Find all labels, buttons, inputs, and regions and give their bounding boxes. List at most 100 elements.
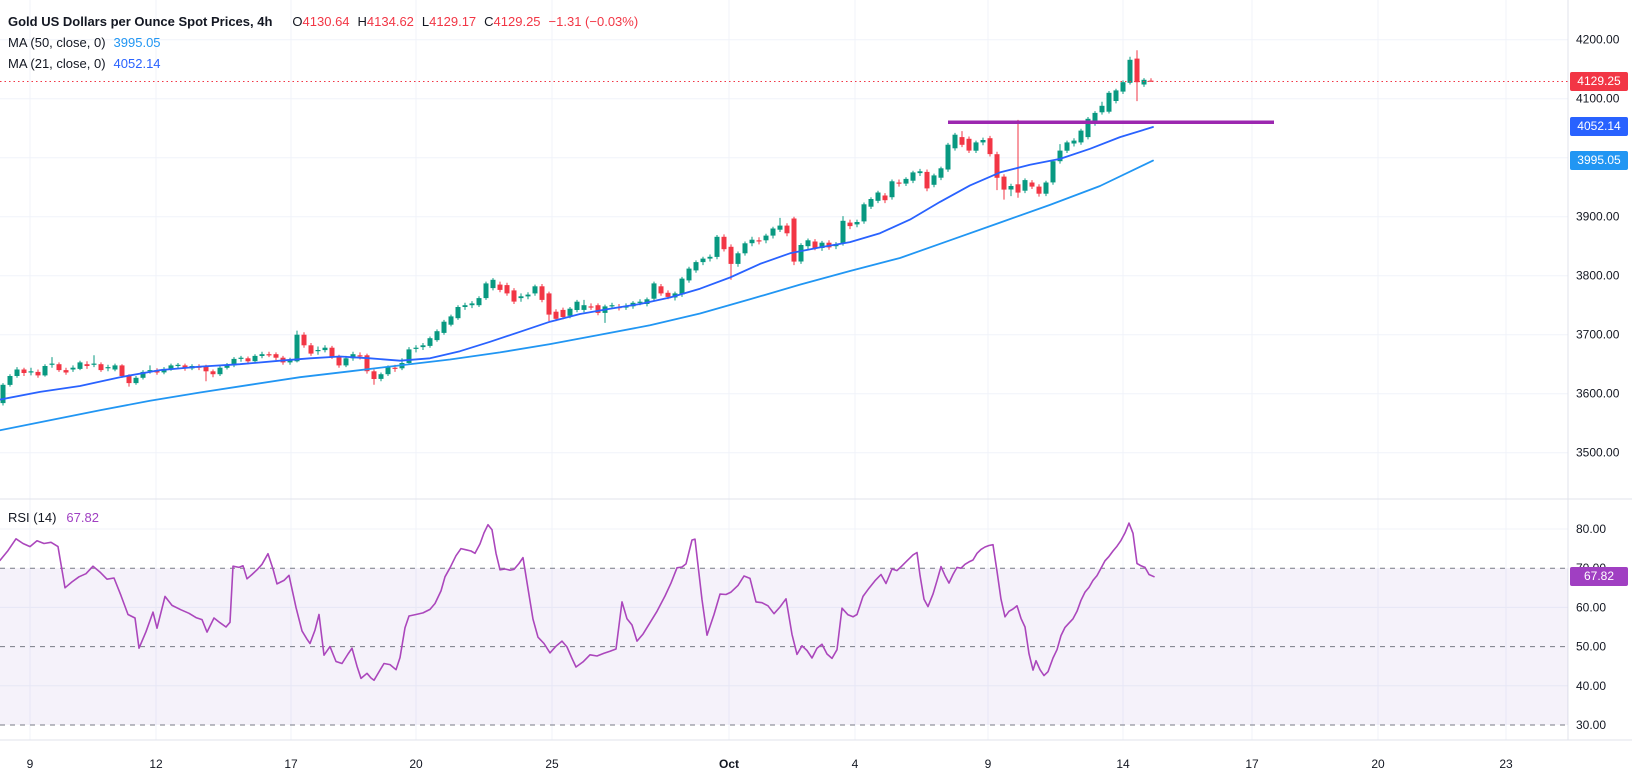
candle-body (483, 283, 489, 299)
candle-body (0, 384, 6, 404)
candle-body (315, 350, 321, 352)
candle-body (798, 245, 804, 262)
candle-body (903, 178, 909, 184)
candle-body (910, 172, 916, 181)
price-axis-label: 4100.00 (1576, 92, 1620, 106)
candle-body (336, 356, 342, 366)
candle-body (1141, 79, 1147, 85)
candle-body (917, 171, 923, 174)
ma50-price-badge: 3995.05 (1570, 151, 1628, 171)
candle-body (259, 354, 265, 356)
candle-body (308, 345, 314, 354)
candle-body (1050, 161, 1056, 183)
candle-body (1022, 180, 1028, 191)
candle-body (273, 354, 279, 358)
rsi-axis-label: 50.00 (1576, 640, 1606, 654)
candle-body (854, 222, 860, 225)
candle-body (686, 268, 692, 281)
candle-body (371, 371, 377, 379)
candle-body (329, 347, 335, 357)
candle-body (35, 371, 41, 376)
candle-body (889, 181, 895, 198)
candle-body (987, 138, 993, 155)
candle-body (588, 306, 594, 308)
candle-body (105, 367, 111, 369)
time-axis-label: 9 (27, 757, 34, 771)
candle-body (7, 376, 13, 385)
candle-body (462, 305, 468, 307)
candle-body (392, 367, 398, 369)
candle-body (1092, 112, 1098, 124)
candle-body (217, 367, 223, 375)
candle-body (770, 228, 776, 236)
candle-body (455, 307, 461, 319)
candle-body (49, 363, 55, 365)
candle-body (469, 303, 475, 306)
candle-body (973, 142, 979, 151)
candle-body (1043, 182, 1049, 194)
candle-body (497, 284, 503, 290)
candle-body (84, 364, 90, 366)
time-axis-label: 20 (409, 757, 423, 771)
candle-body (784, 225, 790, 234)
candle-body (224, 365, 230, 368)
candle-body (182, 365, 188, 369)
rsi-axis-label: 40.00 (1576, 679, 1606, 693)
candle-body (231, 358, 237, 366)
candle-body (707, 256, 713, 259)
candle-body (966, 138, 972, 151)
price-axis-label: 3500.00 (1576, 446, 1620, 460)
candle-body (1036, 186, 1042, 194)
candle-body (168, 365, 174, 369)
candle-body (840, 220, 846, 244)
time-axis-label: 4 (852, 757, 859, 771)
candle-body (252, 355, 258, 362)
candle-body (28, 371, 34, 373)
candle-body (1071, 140, 1077, 144)
candle-body (1008, 186, 1014, 190)
price-axis-label: 3600.00 (1576, 387, 1620, 401)
candle-body (560, 309, 566, 317)
price-axis-label: 3700.00 (1576, 328, 1620, 342)
ma21-price-badge: 4052.14 (1570, 117, 1628, 137)
candle-body (441, 321, 447, 333)
candle-body (1120, 82, 1126, 92)
candles (0, 50, 1154, 406)
candle-body (882, 195, 888, 201)
candle-body (364, 355, 370, 372)
candle-body (504, 285, 510, 294)
candle-body (651, 283, 657, 299)
candle-body (812, 241, 818, 248)
candle-body (868, 199, 874, 207)
candle-body (553, 311, 559, 319)
candle-body (1134, 58, 1140, 83)
candle-body (77, 362, 83, 369)
candle-body (1001, 176, 1007, 190)
candle-body (91, 363, 97, 365)
candle-body (791, 218, 797, 262)
candle-body (1057, 150, 1063, 162)
candle-body (238, 357, 244, 359)
candle-body (805, 240, 811, 247)
candle-body (413, 347, 419, 349)
candle-body (56, 364, 62, 371)
candle-body (42, 366, 48, 376)
candle-body (1127, 59, 1133, 83)
candle-body (679, 278, 685, 295)
candle-body (924, 171, 930, 189)
candle-body (714, 236, 720, 257)
candle-body (140, 371, 146, 378)
candle-body (147, 370, 153, 372)
candle-body (476, 298, 482, 306)
candle-body (287, 359, 293, 363)
candle-body (847, 222, 853, 227)
time-axis-label: Oct (719, 757, 739, 771)
candle-body (1085, 118, 1091, 138)
candle-body (70, 367, 76, 370)
time-axis-label: 20 (1371, 757, 1385, 771)
ma21-line (0, 126, 1154, 401)
candle-body (203, 366, 209, 372)
rsi-axis-label: 60.00 (1576, 600, 1606, 614)
candle-body (511, 290, 517, 302)
